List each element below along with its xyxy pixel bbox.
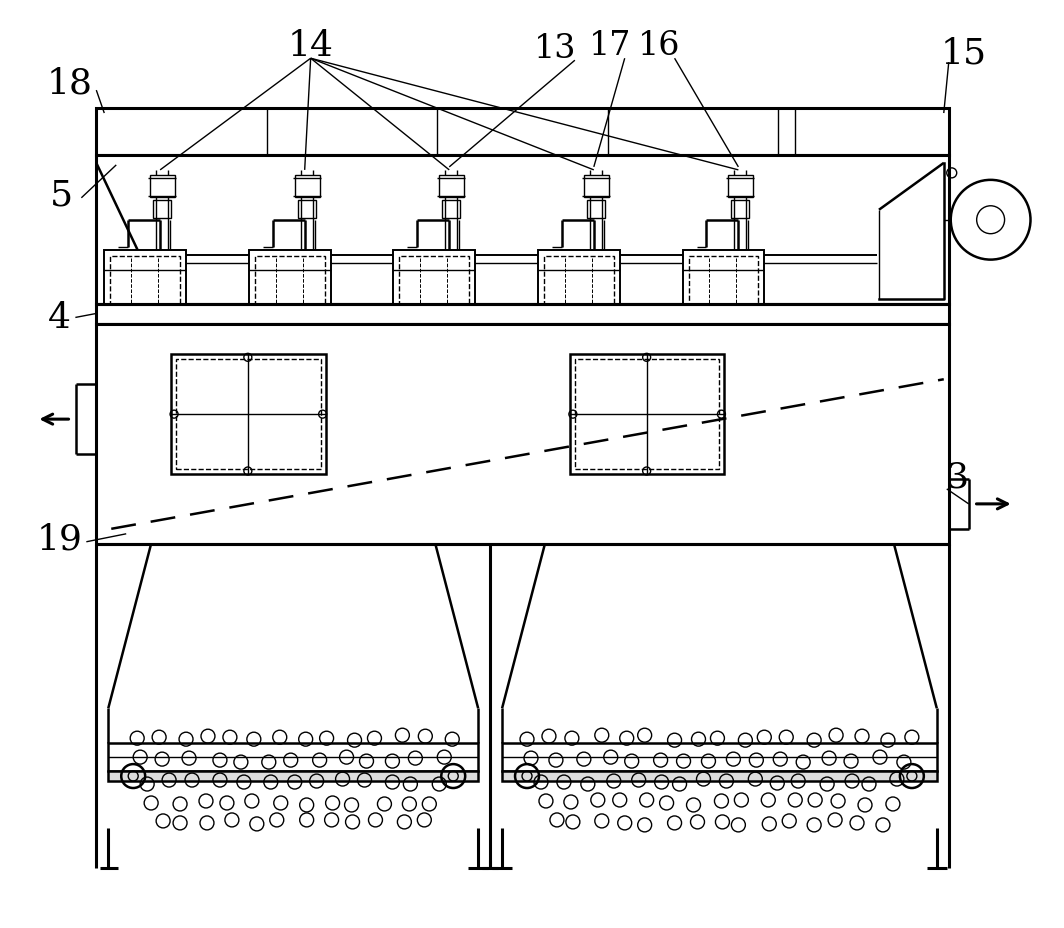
Bar [502,771,936,781]
Bar [153,200,171,218]
Bar [150,175,176,198]
Polygon shape [97,156,161,300]
Bar [544,256,614,389]
Bar [111,256,180,389]
Bar [538,251,619,394]
Bar [729,175,753,198]
Text: 15: 15 [941,36,986,71]
Bar [298,200,316,218]
Bar [97,305,949,325]
Text: 5: 5 [50,178,73,213]
Bar [295,175,319,198]
Bar [575,360,719,470]
Text: 19: 19 [36,522,82,556]
Bar [394,251,476,394]
Bar [255,256,325,389]
Bar [584,175,609,198]
Bar [249,251,331,394]
Bar [682,251,764,394]
Bar [97,325,949,544]
Bar [688,256,759,389]
Text: 18: 18 [47,66,93,100]
Text: 14: 14 [287,29,334,63]
Bar [731,200,749,218]
Bar [439,175,464,198]
Bar [570,354,725,474]
Bar [97,109,949,156]
Bar [176,360,320,470]
Text: 3: 3 [945,460,968,495]
Text: 4: 4 [48,301,71,335]
Text: 16: 16 [638,31,681,62]
Text: 17: 17 [588,31,631,62]
Bar [171,354,326,474]
Bar [443,200,461,218]
Bar [109,743,478,771]
Bar [109,771,478,781]
Bar [399,256,469,389]
Bar [97,156,949,305]
Bar [587,200,604,218]
Bar [104,251,186,394]
Bar [502,743,936,771]
Text: 13: 13 [534,33,577,65]
